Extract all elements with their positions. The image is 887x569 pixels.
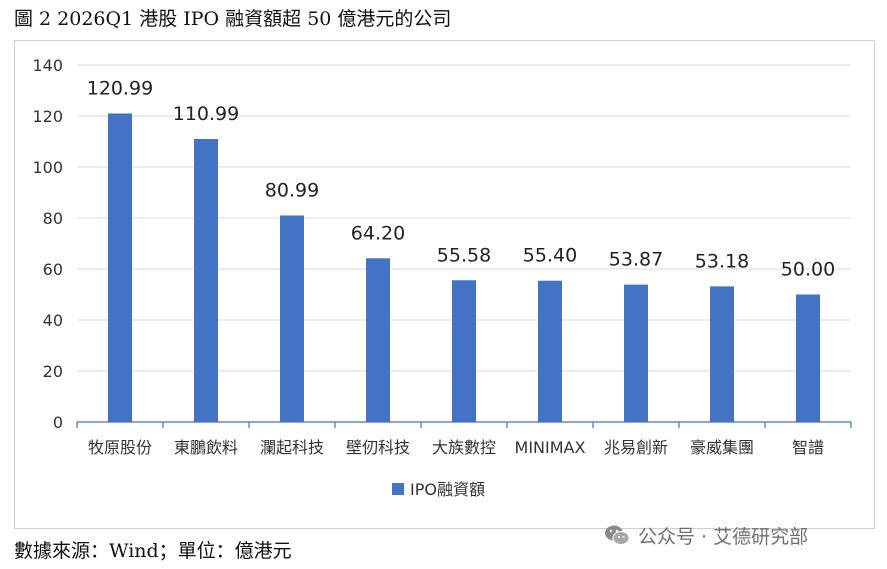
y-axis-ticks: 0 20 40 60 80 100 120 140 <box>32 56 63 432</box>
legend-label: IPO融資額 <box>410 480 485 499</box>
data-label: 80.99 <box>265 179 319 201</box>
bar-5 <box>452 280 476 422</box>
legend: IPO融資額 <box>392 480 485 499</box>
category-label: 大族數控 <box>432 438 496 457</box>
bar-4 <box>366 258 390 422</box>
y-tick-label: 80 <box>43 209 63 228</box>
category-label: 牧原股份 <box>88 438 152 457</box>
category-label: 兆易創新 <box>604 438 668 457</box>
y-tick-label: 40 <box>43 311 63 330</box>
data-label: 64.20 <box>351 222 405 244</box>
data-label: 53.87 <box>609 249 663 271</box>
bars <box>108 113 820 423</box>
bar-1 <box>108 113 132 423</box>
y-tick-label: 120 <box>32 107 63 126</box>
y-tick-label: 100 <box>32 158 63 177</box>
category-label: 豪威集團 <box>690 438 754 457</box>
category-label: MINIMAX <box>515 438 586 457</box>
data-label: 55.40 <box>523 245 577 267</box>
watermark-text: 公众号 · 艾德研究部 <box>638 525 809 548</box>
bar-2 <box>194 138 218 422</box>
category-label: 瀾起科技 <box>260 438 324 457</box>
legend-swatch <box>392 483 404 495</box>
data-label: 55.58 <box>437 244 491 266</box>
data-label: 120.99 <box>87 77 153 99</box>
y-tick-label: 0 <box>53 413 63 432</box>
bar-6 <box>538 280 562 422</box>
y-tick-label: 140 <box>32 56 63 75</box>
figure-title: 圖 2 2026Q1 港股 IPO 融資額超 50 億港元的公司 <box>14 8 452 30</box>
watermark: 公众号 · 艾德研究部 <box>604 520 808 550</box>
y-tick-label: 20 <box>43 362 63 381</box>
category-label: 智譜 <box>792 438 824 457</box>
bar-7 <box>624 284 648 422</box>
category-labels: 牧原股份 東鵬飲料 瀾起科技 壁仞科技 大族數控 MINIMAX 兆易創新 豪威集團 智譜 <box>88 438 824 457</box>
data-label: 50.00 <box>781 259 835 281</box>
source-note: 數據來源：Wind；單位：億港元 <box>14 540 292 562</box>
bar-chart: 0 20 40 60 80 100 120 140 120.99 110.99 80.99 64.2… <box>32 56 852 499</box>
data-label: 53.18 <box>695 250 749 272</box>
y-tick-label: 60 <box>43 260 63 279</box>
data-labels: 120.99 110.99 80.99 64.20 55.58 55.40 53.87 53.… <box>87 77 835 280</box>
bar-8 <box>710 286 734 422</box>
chart-frame: 0 20 40 60 80 100 120 140 120.99 110.99 80.99 64.2… <box>14 40 875 529</box>
category-label: 東鵬飲料 <box>174 438 238 457</box>
category-label: 壁仞科技 <box>346 438 410 457</box>
bar-9 <box>796 294 820 422</box>
wechat-logo-icon <box>605 525 630 545</box>
data-label: 110.99 <box>173 103 239 125</box>
x-axis <box>76 421 852 428</box>
bar-3 <box>280 215 304 422</box>
